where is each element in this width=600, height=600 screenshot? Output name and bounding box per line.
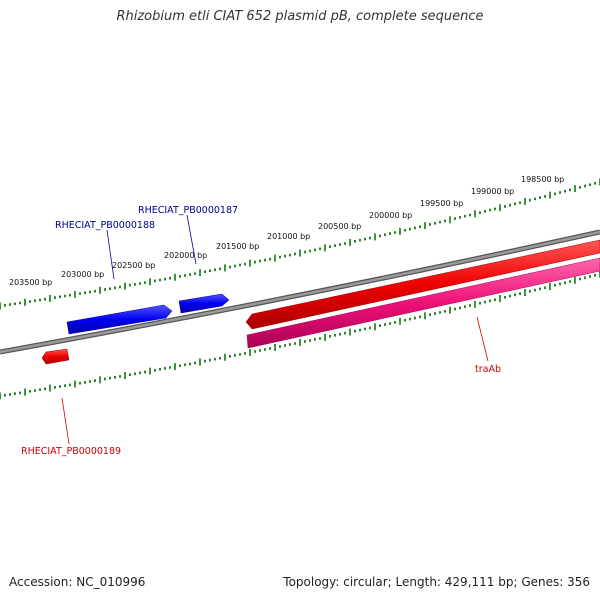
gene-label-RHECIAT_PB0000189: RHECIAT_PB0000189 <box>21 446 121 457</box>
gene-label-RHECIAT_PB0000187: RHECIAT_PB0000187 <box>138 205 238 216</box>
gene-RHECIAT_PB0000189[interactable] <box>41 348 70 365</box>
leader-line-187 <box>186 214 197 265</box>
ruler-label: 203500 bp <box>9 278 52 287</box>
ruler-label: 201000 bp <box>267 232 310 241</box>
ruler-label: 201500 bp <box>216 242 259 251</box>
ruler-label: 199500 bp <box>420 199 463 208</box>
leader-line-188 <box>106 229 115 280</box>
plasmid-backbone <box>0 229 600 355</box>
ruler-label: 198500 bp <box>521 175 564 184</box>
ruler-label: 199000 bp <box>471 187 514 196</box>
ruler-label: 200000 bp <box>369 211 412 220</box>
map-title: Rhizobium etli CIAT 652 plasmid pB, comp… <box>116 9 484 24</box>
ruler-label: 202000 bp <box>164 251 207 260</box>
gene-RHECIAT_PB0000188[interactable] <box>66 304 173 335</box>
leader-line-189 <box>61 397 70 445</box>
accession-label: Accession: NC_010996 <box>9 575 146 589</box>
outer-ruler <box>0 178 600 310</box>
ruler-labels: 198500 bp 199000 bp 199500 bp 200000 bp … <box>9 175 564 287</box>
ruler-label: 203000 bp <box>61 270 104 279</box>
ruler-label: 200500 bp <box>318 222 361 231</box>
ruler-label: 202500 bp <box>112 261 155 270</box>
leader-line-traAb <box>476 316 489 362</box>
gene-label-RHECIAT_PB0000188: RHECIAT_PB0000188 <box>55 220 155 231</box>
gene-traAb[interactable] <box>245 239 600 330</box>
feature-traAb-cds[interactable] <box>246 257 600 349</box>
gene-RHECIAT_PB0000187[interactable] <box>178 293 230 314</box>
inner-ruler <box>0 270 600 400</box>
gene-label-traAb: traAb <box>475 364 501 375</box>
topology-summary: Topology: circular; Length: 429,111 bp; … <box>283 575 590 589</box>
